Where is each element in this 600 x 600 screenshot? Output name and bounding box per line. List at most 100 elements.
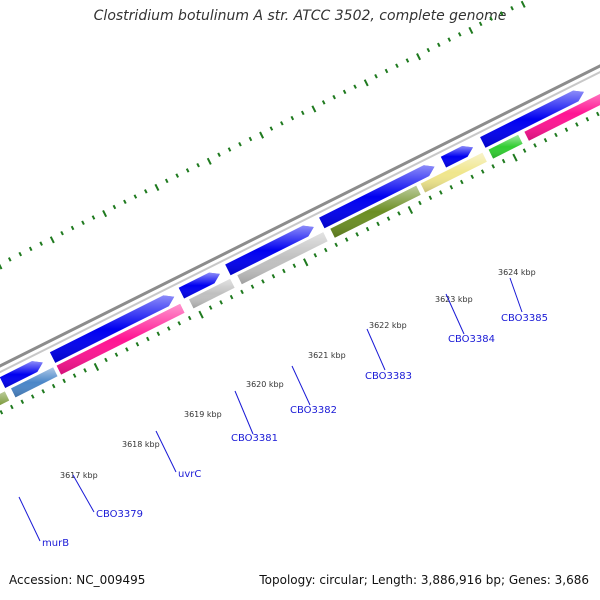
inner-tick	[30, 394, 35, 399]
inner-tick	[585, 117, 590, 122]
forward-gene-shade	[319, 165, 435, 229]
scale-label: 3617 kbp	[60, 471, 98, 480]
scale-labels: 3617 kbp 3618 kbp 3619 kbp 3620 kbp 3621 kbp…	[60, 268, 536, 480]
forward-gene-shade	[225, 225, 314, 276]
inner-tick-marks	[0, 111, 600, 415]
reverse-feature-shade	[420, 152, 487, 193]
inner-tick	[313, 253, 318, 258]
outer-tick	[269, 126, 274, 131]
inner-tick	[334, 242, 339, 248]
inner-tick	[10, 404, 14, 410]
inner-tick	[554, 132, 558, 138]
gene-label-connector	[155, 430, 177, 473]
inner-tick	[271, 273, 276, 279]
inner-tick	[187, 315, 192, 321]
forward-gene-shade	[480, 90, 584, 148]
inner-tick	[564, 127, 569, 132]
scale-label: 3621 kbp	[308, 351, 346, 360]
inner-tick	[240, 289, 244, 295]
outer-tick	[7, 257, 12, 262]
gene-label: CBO3381	[231, 433, 278, 444]
gene-label: CBO3382	[290, 405, 337, 416]
outer-tick	[437, 42, 441, 48]
inner-tick	[480, 169, 485, 174]
outer-tick	[447, 37, 452, 42]
outer-tick	[342, 89, 347, 95]
outer-tick	[164, 178, 169, 184]
outer-tick	[185, 168, 190, 173]
reverse-feature-shade	[11, 367, 58, 398]
inner-tick	[135, 341, 140, 347]
outer-tick	[133, 194, 138, 199]
scale-label: 3622 kbp	[369, 321, 407, 330]
inner-tick	[397, 211, 401, 216]
gene-label-connector	[291, 365, 311, 406]
reverse-feature-shade	[56, 303, 185, 375]
outer-tick	[468, 26, 474, 35]
outer-tick	[28, 246, 33, 252]
inner-tick	[198, 310, 204, 319]
reverse-feature-shade	[0, 391, 10, 406]
outer-tick	[457, 32, 462, 37]
inner-tick	[439, 190, 443, 195]
gene-label-connector	[366, 328, 386, 371]
gene-label-connector	[509, 277, 523, 313]
gene-label: CBO3385	[501, 313, 548, 324]
outer-tick	[123, 199, 127, 205]
outer-tick	[426, 47, 431, 53]
outer-tick	[478, 21, 483, 27]
forward-gene-shade	[49, 295, 175, 363]
backbone-line	[0, 64, 600, 368]
inner-tick	[62, 378, 66, 384]
reverse-feature-shade	[524, 93, 600, 141]
outer-tick	[196, 162, 200, 168]
inner-tick	[460, 179, 464, 185]
reverse-feature-shade	[488, 134, 523, 159]
outer-tick	[510, 5, 514, 11]
outer-tick	[489, 16, 493, 21]
outer-tick	[0, 263, 3, 270]
inner-tick	[208, 305, 213, 310]
inner-tick	[72, 373, 77, 378]
outer-tick	[353, 84, 357, 89]
gene-label: uvrC	[178, 469, 201, 480]
forward-strand-track	[0, 90, 584, 388]
gene-label-connector	[18, 496, 41, 542]
scale-label: 3624 kbp	[498, 268, 536, 277]
inner-tick	[219, 300, 223, 305]
inner-tick	[156, 331, 161, 337]
outer-tick	[416, 53, 422, 61]
outer-tick	[384, 68, 389, 74]
inner-tick	[261, 279, 265, 284]
accession-text: Accession: NC_009495	[9, 573, 146, 587]
outer-tick	[248, 136, 253, 142]
backbone-line-inner	[0, 71, 600, 374]
inner-tick	[104, 357, 108, 363]
outer-tick	[39, 241, 43, 246]
outer-tick	[280, 121, 284, 126]
inner-tick	[575, 122, 579, 127]
gene-label: CBO3379	[96, 509, 143, 520]
outer-tick	[175, 173, 179, 178]
inner-tick	[250, 284, 255, 289]
reverse-feature-shade	[330, 185, 421, 238]
inner-tick	[344, 237, 349, 242]
inner-tick	[428, 195, 433, 200]
gene-labels: murB CBO3379 uvrC CBO3381 CBO3382 CBO3383 CBO3…	[18, 277, 548, 549]
reverse-feature-shade	[189, 278, 235, 309]
outer-tick-marks	[0, 0, 526, 270]
inner-tick	[292, 263, 297, 268]
inner-tick	[125, 347, 129, 352]
outer-tick	[112, 204, 117, 210]
scale-label: 3620 kbp	[246, 380, 284, 389]
inner-tick	[501, 158, 506, 164]
inner-tick	[229, 294, 234, 300]
map-title: Clostridium botulinum A str. ATCC 3502, …	[93, 8, 507, 24]
forward-gene-shade	[0, 361, 43, 388]
inner-tick	[543, 137, 548, 143]
scale-label: 3618 kbp	[122, 440, 160, 449]
inner-tick	[365, 226, 370, 232]
outer-tick	[227, 147, 232, 152]
outer-tick	[60, 230, 64, 236]
outer-tick	[102, 210, 108, 218]
